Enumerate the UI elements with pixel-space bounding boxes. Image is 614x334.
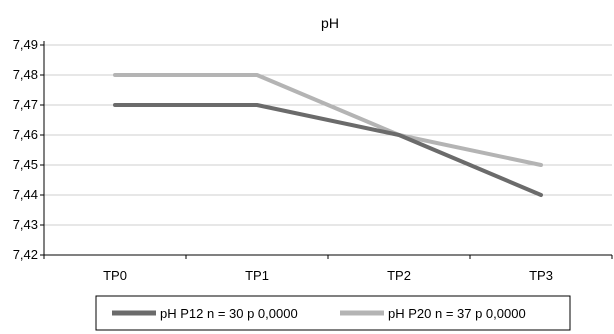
axes: [40, 41, 613, 259]
legend-frame: [95, 295, 571, 331]
x-tick-label: TP3: [529, 268, 553, 283]
chart-title: pH: [321, 15, 339, 31]
series-lines: [113, 73, 543, 197]
series-line-1: [113, 103, 543, 197]
x-tick-label: TP0: [103, 268, 127, 283]
y-tick-label: 7,44: [13, 187, 38, 202]
gridlines: [44, 44, 612, 226]
x-tick-label: TP1: [245, 268, 269, 283]
y-tick-label: 7,47: [13, 97, 38, 112]
series-line-2: [113, 73, 543, 167]
y-tick-label: 7,49: [13, 37, 38, 52]
y-tick-label: 7,46: [13, 127, 38, 142]
legend: pH P12 n = 30 p 0,0000 pH P20 n = 37 p 0…: [95, 295, 571, 331]
y-tick-labels: 7,42 7,43 7,44 7,45 7,46 7,47 7,48 7,49: [13, 37, 38, 262]
y-tick-label: 7,43: [13, 217, 38, 232]
x-tick-label: TP2: [387, 268, 411, 283]
y-tick-label: 7,42: [13, 247, 38, 262]
legend-label-series-2: pH P20 n = 37 p 0,0000: [388, 306, 526, 321]
y-tick-label: 7,48: [13, 67, 38, 82]
legend-label-series-1: pH P12 n = 30 p 0,0000: [160, 306, 298, 321]
y-tick-label: 7,45: [13, 157, 38, 172]
x-tick-labels: TP0 TP1 TP2 TP3: [103, 268, 553, 283]
